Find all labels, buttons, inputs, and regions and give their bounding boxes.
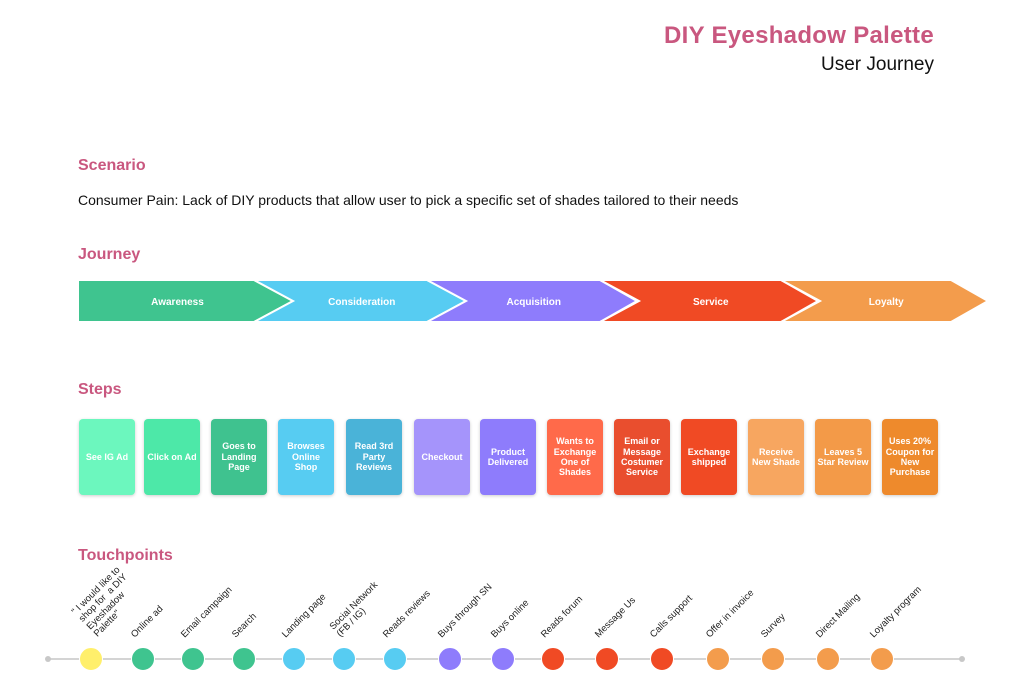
step-card: Email or Message Costumer Service — [614, 419, 670, 495]
touchpoint-label: Loyalty program — [867, 583, 924, 640]
journey-heading: Journey — [78, 246, 141, 263]
touchpoint-label: Social Network (FB / IG) — [327, 579, 381, 640]
touchpoint-label: Reads forum — [538, 593, 586, 640]
touchpoint-dot — [181, 647, 205, 671]
step-card: Wants to Exchange One of Shades — [547, 419, 603, 495]
step-card: Read 3rd Party Reviews — [346, 419, 402, 495]
step-card: Browses Online Shop — [278, 419, 334, 495]
step-card: Leaves 5 Star Review — [815, 419, 871, 495]
scenario-text: Consumer Pain: Lack of DIY products that… — [78, 192, 739, 208]
journey-stage-label: Service — [693, 297, 729, 308]
touchpoint-dot — [541, 647, 565, 671]
touchpoint-dot — [761, 647, 785, 671]
touchpoint-label: Search — [229, 610, 259, 640]
journey-stage-label: Consideration — [328, 297, 395, 308]
step-card: Uses 20% Coupon for New Purchase — [882, 419, 938, 495]
touchpoint-dot — [131, 647, 155, 671]
touchpoint-dot — [79, 647, 103, 671]
journey-stage-awareness: Awareness — [77, 279, 296, 323]
touchpoint-dot — [491, 647, 515, 671]
step-card: Receive New Shade — [748, 419, 804, 495]
step-card: Product Delivered — [480, 419, 536, 495]
touchpoint-label: Landing page — [279, 591, 329, 640]
touchpoint-dot — [282, 647, 306, 671]
step-card: See IG Ad — [79, 419, 135, 495]
steps-heading: Steps — [78, 381, 122, 398]
touchpoint-dot — [332, 647, 356, 671]
touchpoint-label: Message Us — [592, 594, 639, 640]
touchpoint-dot — [438, 647, 462, 671]
timeline-end-dot — [959, 656, 965, 662]
page-subtitle: User Journey — [821, 54, 934, 75]
touchpoints-heading: Touchpoints — [78, 547, 173, 564]
touchpoint-dot — [595, 647, 619, 671]
journey-stage-loyalty: Loyalty — [780, 279, 991, 323]
touchpoint-dot — [870, 647, 894, 671]
touchpoint-dot — [706, 647, 730, 671]
touchpoint-label: Email campaign — [178, 584, 235, 640]
touchpoint-dot — [650, 647, 674, 671]
timeline-start-dot — [45, 656, 51, 662]
touchpoint-label: Calls support — [647, 592, 695, 640]
touchpoint-label: Offer in invoice — [703, 587, 757, 640]
journey-arrows: Awareness Consideration Acquisition Service… — [77, 279, 991, 323]
step-card: Click on Ad — [144, 419, 200, 495]
journey-stage-label: Loyalty — [869, 297, 904, 308]
step-card: Checkout — [414, 419, 470, 495]
journey-stage-label: Awareness — [151, 297, 204, 308]
touchpoint-label: Direct Mailing — [813, 591, 863, 640]
touchpoint-dot — [383, 647, 407, 671]
step-card: Exchange shipped — [681, 419, 737, 495]
touchpoint-label: Buys online — [488, 597, 532, 640]
journey-stage-label: Acquisition — [507, 297, 561, 308]
touchpoint-label: Online ad — [128, 603, 166, 640]
touchpoint-label: Buys through SN — [435, 581, 495, 640]
journey-arrow-shape — [780, 279, 991, 323]
touchpoint-label: Survey — [758, 610, 788, 640]
page-title: DIY Eyeshadow Palette — [664, 22, 934, 49]
touchpoint-dot — [232, 647, 256, 671]
touchpoint-label: Reads reviews — [380, 587, 433, 640]
step-card: Goes to Landing Page — [211, 419, 267, 495]
touchpoint-dot — [816, 647, 840, 671]
scenario-heading: Scenario — [78, 157, 146, 174]
